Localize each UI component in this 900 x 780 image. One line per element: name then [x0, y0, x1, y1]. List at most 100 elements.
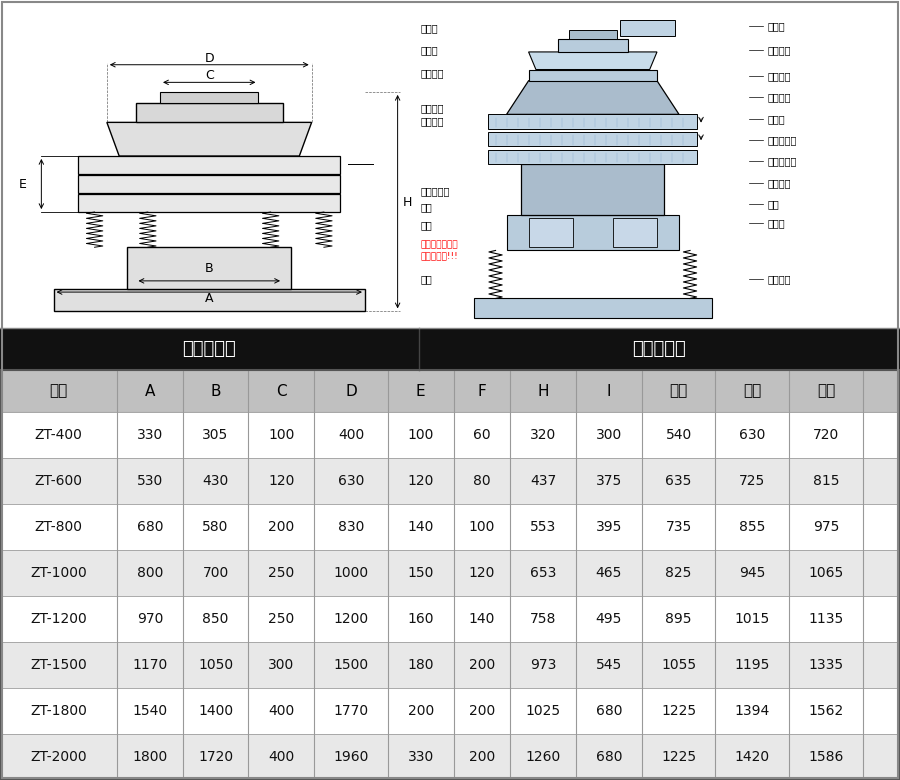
Bar	[488, 132, 698, 147]
Text: 1225: 1225	[661, 750, 697, 764]
Bar	[620, 20, 675, 36]
Text: A: A	[205, 292, 213, 305]
Text: 895: 895	[665, 612, 692, 626]
Text: 630: 630	[338, 474, 364, 488]
Text: 850: 850	[202, 612, 229, 626]
Text: 一般结构图: 一般结构图	[633, 340, 686, 358]
Text: 540: 540	[665, 428, 692, 442]
Text: 1800: 1800	[132, 750, 167, 764]
Text: 700: 700	[202, 566, 229, 580]
Text: 200: 200	[268, 520, 294, 534]
Text: 运输用固定螺栓
试机时去掉!!!: 运输用固定螺栓 试机时去掉!!!	[420, 241, 458, 261]
Text: ZT-1000: ZT-1000	[30, 566, 87, 580]
Text: 400: 400	[268, 704, 294, 718]
Bar	[528, 218, 572, 247]
Text: 60: 60	[473, 428, 491, 442]
Text: 553: 553	[530, 520, 556, 534]
Bar	[558, 39, 627, 52]
Text: 200: 200	[469, 704, 495, 718]
Bar	[0, 370, 900, 412]
Bar	[78, 176, 340, 193]
Bar	[78, 156, 340, 174]
Text: 800: 800	[137, 566, 163, 580]
Text: 400: 400	[268, 750, 294, 764]
Text: D: D	[204, 51, 214, 65]
Text: 630: 630	[739, 428, 766, 442]
Text: 973: 973	[530, 658, 556, 672]
Text: 80: 80	[473, 474, 491, 488]
Text: D: D	[345, 384, 357, 399]
Text: 进料口: 进料口	[767, 21, 785, 31]
Text: 545: 545	[596, 658, 622, 672]
Text: 振体: 振体	[767, 199, 778, 209]
Text: 底座: 底座	[420, 275, 432, 284]
Text: 580: 580	[202, 520, 229, 534]
Text: 1055: 1055	[661, 658, 697, 672]
Text: 1394: 1394	[734, 704, 770, 718]
Text: 1025: 1025	[526, 704, 561, 718]
Text: 160: 160	[408, 612, 434, 626]
Text: 1335: 1335	[808, 658, 844, 672]
Text: 330: 330	[137, 428, 163, 442]
Text: 辅助筛网: 辅助筛网	[767, 71, 790, 81]
Text: 1000: 1000	[333, 566, 369, 580]
Text: 1586: 1586	[808, 750, 844, 764]
Text: 735: 735	[665, 520, 692, 534]
Text: 395: 395	[596, 520, 622, 534]
Text: 530: 530	[137, 474, 163, 488]
Text: ZT-1200: ZT-1200	[30, 612, 87, 626]
Text: 300: 300	[596, 428, 622, 442]
Text: F: F	[478, 384, 486, 399]
Text: 1720: 1720	[198, 750, 233, 764]
Bar	[0, 642, 900, 688]
Text: 1540: 1540	[132, 704, 167, 718]
Text: 120: 120	[469, 566, 495, 580]
Text: 1225: 1225	[661, 704, 697, 718]
Text: B: B	[211, 384, 220, 399]
Text: 330: 330	[408, 750, 434, 764]
Text: 437: 437	[530, 474, 556, 488]
Text: 430: 430	[202, 474, 229, 488]
Text: 1420: 1420	[734, 750, 770, 764]
Text: 1562: 1562	[808, 704, 844, 718]
Text: B: B	[205, 261, 213, 275]
Text: 100: 100	[408, 428, 434, 442]
Bar	[0, 550, 900, 596]
Text: 830: 830	[338, 520, 364, 534]
Text: ZT-800: ZT-800	[34, 520, 83, 534]
Bar	[0, 370, 900, 780]
Text: ZT-1500: ZT-1500	[30, 658, 87, 672]
Text: 小尺寸排料: 小尺寸排料	[420, 186, 450, 197]
Text: 250: 250	[268, 566, 294, 580]
Text: 1960: 1960	[333, 750, 369, 764]
Text: 120: 120	[268, 474, 294, 488]
Bar	[128, 247, 292, 289]
Text: 外形尺寸图: 外形尺寸图	[183, 340, 236, 358]
Text: ZT-400: ZT-400	[34, 428, 83, 442]
Text: 弹簧: 弹簧	[420, 220, 432, 230]
Text: 758: 758	[530, 612, 556, 626]
Text: ZT-600: ZT-600	[34, 474, 83, 488]
Polygon shape	[528, 52, 657, 69]
Text: 200: 200	[469, 658, 495, 672]
Polygon shape	[507, 81, 679, 115]
Text: 1050: 1050	[198, 658, 233, 672]
Bar	[488, 150, 698, 164]
Bar	[0, 504, 900, 550]
Text: 底部框架: 底部框架	[420, 115, 444, 126]
Bar	[507, 215, 679, 250]
Bar	[488, 115, 698, 129]
Text: 辅助筛网: 辅助筛网	[767, 45, 790, 55]
Text: 1770: 1770	[333, 704, 369, 718]
Text: 495: 495	[596, 612, 622, 626]
Text: A: A	[145, 384, 155, 399]
Text: 二层: 二层	[743, 384, 761, 399]
Bar	[521, 164, 664, 215]
Text: E: E	[19, 178, 27, 190]
Text: 140: 140	[408, 520, 434, 534]
Text: ZT-1800: ZT-1800	[30, 704, 87, 718]
Text: 1500: 1500	[333, 658, 369, 672]
Text: 975: 975	[813, 520, 840, 534]
Text: 180: 180	[408, 658, 434, 672]
Bar	[160, 92, 258, 103]
